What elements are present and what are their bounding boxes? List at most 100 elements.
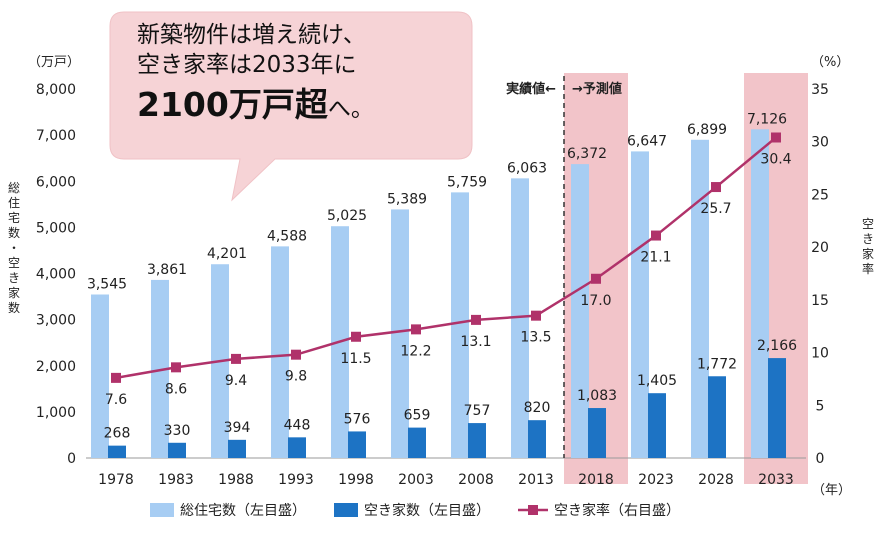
callout-text: 新築物件は増え続け、 空き家率は2033年に 2100万戸超へ。 (137, 20, 467, 126)
label-vacant-2013: 820 (524, 400, 551, 416)
bar-vacant-1988 (228, 439, 246, 458)
bar-total-1978 (91, 294, 109, 458)
callout-line-3: 2100万戸超へ。 (137, 83, 467, 127)
callout-line-2: 空き家率は2033年に (137, 50, 467, 80)
x-tick-label-1998: 1998 (338, 472, 374, 488)
rate-label-2003: 12.2 (400, 343, 431, 359)
bar-total-2013 (511, 178, 529, 459)
bar-vacant-1993 (288, 437, 306, 458)
bar-total-2033 (751, 129, 769, 459)
rate-marker-2028 (711, 182, 721, 193)
label-total-2023: 6,647 (627, 133, 667, 149)
annotation-actual: 実績値← (506, 81, 556, 97)
rate-label-2018: 17.0 (580, 293, 611, 309)
y-left-axis-title-char: ・ (8, 241, 20, 255)
label-total-1983: 3,861 (147, 262, 187, 278)
legend-item-rate: 空き家率（右目盛） (518, 500, 680, 520)
x-tick-label-2028: 2028 (698, 472, 734, 488)
y-right-unit: （%） (811, 55, 849, 70)
bar-vacant-2018 (588, 408, 606, 458)
x-tick-label-2003: 2003 (398, 472, 434, 488)
y-right-tick-label: 35 (811, 82, 829, 98)
bar-vacant-2013 (528, 420, 546, 458)
bar-vacant-2003 (408, 427, 426, 458)
y-right-tick-label: 20 (811, 240, 829, 256)
bar-vacant-2008 (468, 423, 486, 458)
rate-marker-2013 (531, 310, 541, 321)
y-right-tick-label: 25 (811, 187, 829, 203)
y-left-axis-title-char: き (8, 271, 20, 285)
bar-vacant-2028 (708, 376, 726, 458)
y-left-tick-label: 8,000 (36, 82, 76, 98)
label-vacant-2018: 1,083 (577, 388, 617, 404)
rate-label-1983: 8.6 (165, 381, 187, 397)
x-tick-label-1993: 1993 (278, 472, 314, 488)
x-tick-label-2008: 2008 (458, 472, 494, 488)
y-left-axis-title-char: 数 (8, 225, 20, 240)
bar-total-2018 (571, 164, 589, 459)
callout-headline: 2100万戸超 (137, 84, 328, 124)
rate-marker-1998 (351, 331, 361, 342)
legend-swatch-vacant (334, 503, 358, 517)
bar-total-2003 (391, 209, 409, 458)
rate-label-1988: 9.4 (225, 373, 247, 389)
y-left-tick-label: 3,000 (36, 313, 76, 329)
legend-swatch-total (150, 503, 174, 517)
callout-line-2-rest: は2033年に (229, 52, 357, 79)
callout-bubble (109, 11, 473, 202)
x-tick-label-2013: 2013 (518, 472, 554, 488)
legend-item-total: 総住宅数（左目盛） (150, 500, 306, 520)
rate-marker-1978 (111, 372, 121, 383)
x-tick-label-2033: 2033 (758, 472, 794, 488)
y-left-axis-title-char: 総 (8, 181, 20, 195)
legend: 総住宅数（左目盛） 空き家数（左目盛） 空き家率（右目盛） (150, 500, 680, 520)
y-left-tick-label: 0 (67, 451, 76, 467)
label-vacant-2023: 1,405 (637, 373, 677, 389)
x-unit: （年） (812, 483, 851, 498)
label-vacant-2003: 659 (404, 408, 431, 424)
x-tick-label-1983: 1983 (158, 472, 194, 488)
bar-total-1993 (271, 246, 289, 458)
y-right-axis-title-char: 家 (862, 246, 874, 261)
label-total-2003: 5,389 (387, 191, 427, 207)
rate-marker-1993 (291, 349, 301, 360)
callout-line-1: 新築物件は増え続け、 (137, 22, 366, 48)
y-left-tick-label: 4,000 (36, 267, 76, 283)
y-left-unit: （万戸） (28, 55, 80, 70)
label-total-2033: 7,126 (747, 111, 787, 127)
y-left-axis-title-char: 数 (8, 300, 20, 315)
rate-marker-2003 (411, 324, 421, 335)
y-left-tick-label: 2,000 (36, 359, 76, 375)
x-tick-label-1988: 1988 (218, 472, 254, 488)
bar-vacant-1998 (348, 431, 366, 458)
label-vacant-1983: 330 (164, 423, 191, 439)
rate-label-2023: 21.1 (640, 250, 671, 266)
label-vacant-2028: 1,772 (697, 356, 737, 372)
rate-line (115, 136, 777, 380)
y-right-tick-label: 5 (816, 398, 825, 414)
callout-line-3-rest: へ。 (327, 95, 374, 122)
bar-total-2023 (631, 151, 649, 459)
y-left-tick-label: 6,000 (36, 174, 76, 190)
rate-label-1993: 9.8 (285, 369, 307, 385)
y-left-axis-title-char: 宅 (8, 210, 20, 225)
label-total-1978: 3,545 (87, 276, 127, 292)
callout-vacancy-rate: 空き家率 (137, 52, 229, 79)
label-total-2013: 6,063 (507, 160, 547, 176)
rate-marker-2023 (651, 230, 661, 241)
label-vacant-1978: 268 (104, 426, 131, 442)
bar-vacant-1983 (168, 442, 186, 458)
bar-total-2008 (451, 192, 469, 458)
rate-marker-1983 (171, 362, 181, 373)
bar-vacant-2033 (768, 358, 786, 458)
y-right-tick-label: 10 (811, 346, 829, 362)
label-vacant-2008: 757 (464, 403, 491, 419)
label-total-1998: 5,025 (327, 208, 367, 224)
y-right-axis-title-char: 率 (862, 261, 874, 276)
x-tick-label-2023: 2023 (638, 472, 674, 488)
legend-label-total: 総住宅数（左目盛） (180, 503, 306, 519)
rate-label-1998: 11.5 (340, 351, 371, 367)
rate-marker-2008 (471, 314, 481, 325)
y-right-tick-label: 15 (811, 293, 829, 309)
